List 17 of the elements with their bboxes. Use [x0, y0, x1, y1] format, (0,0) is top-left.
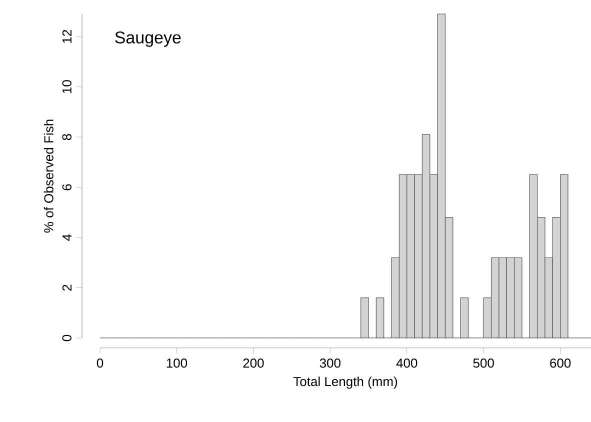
y-tick-label: 12 [62, 30, 72, 43]
y-axis-title: % of Observed Fish [44, 120, 54, 233]
x-tick-label: 0 [96, 358, 104, 368]
x-tick-label: 400 [396, 358, 418, 368]
x-tick-label: 500 [473, 358, 494, 368]
text: Saugeye [115, 31, 181, 47]
y-tick-label: 10 [62, 80, 72, 94]
x-tick-label: 300 [320, 358, 340, 368]
y-tick-label: 4 [62, 234, 72, 241]
x-tick-label: 200 [243, 358, 264, 368]
x-tick-label: 100 [166, 358, 188, 368]
y-tick-label: 8 [62, 134, 72, 140]
x-axis-title: Total Length (mm) [293, 376, 398, 389]
y-tick-label: 2 [62, 284, 72, 291]
y-tick-label: 0 [62, 334, 72, 342]
x-tick-label: 600 [550, 358, 571, 368]
y-tick-label: 6 [62, 184, 72, 190]
